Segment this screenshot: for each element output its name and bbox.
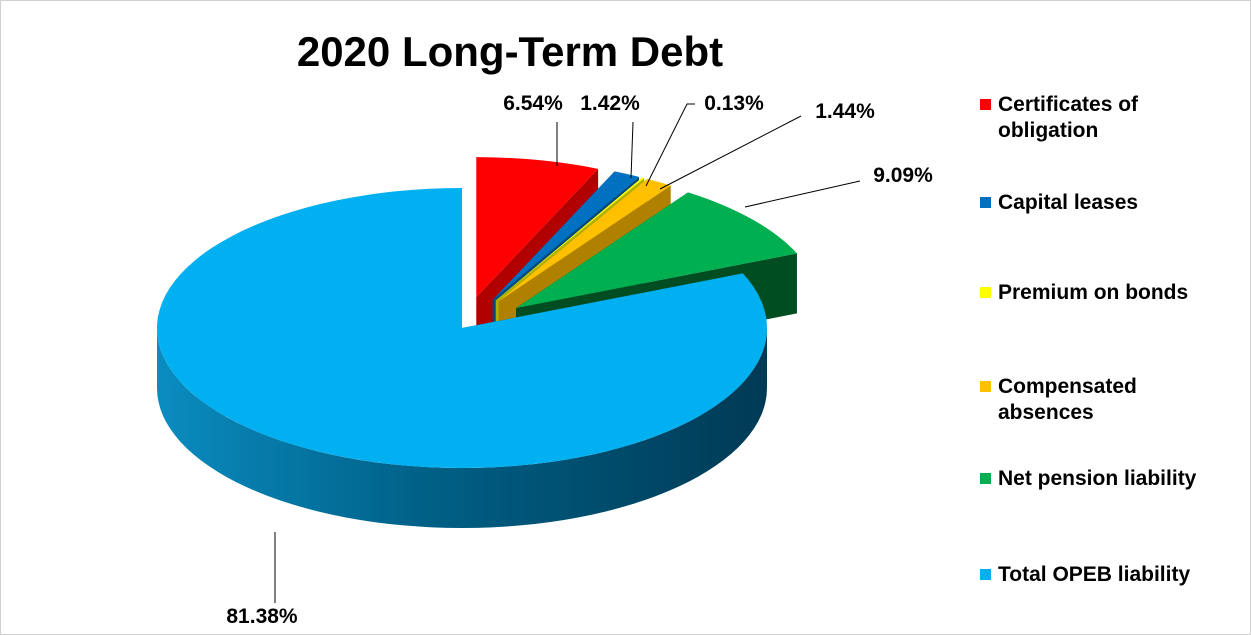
- pie-slice-compensated-absences: [498, 178, 671, 302]
- legend-swatch: [980, 197, 991, 208]
- data-label: 81.38%: [226, 605, 298, 628]
- legend-label: Total OPEB liability: [998, 563, 1191, 586]
- legend-item: Net pension liability: [980, 466, 1196, 492]
- leader-line: [659, 115, 802, 190]
- pie-slice-premium-on-bonds: [495, 177, 645, 301]
- data-label: 9.09%: [873, 164, 933, 187]
- legend-label: Compensated absences: [998, 375, 1137, 424]
- legend-item: Premium on bonds: [980, 280, 1188, 306]
- pie-slice-capital-leases: [492, 171, 640, 300]
- pie-slice-total-opeb-liability: [156, 188, 767, 469]
- legend-item: Total OPEB liability: [980, 562, 1190, 588]
- legend-label: Capital leases: [998, 191, 1139, 214]
- data-label: 0.13%: [704, 92, 764, 115]
- leader-line: [630, 121, 634, 179]
- data-label: 1.42%: [580, 92, 640, 115]
- data-label: 1.44%: [815, 100, 875, 123]
- legend-swatch: [980, 99, 991, 110]
- legend-swatch: [980, 473, 991, 484]
- legend-item: Capital leases: [980, 190, 1138, 216]
- legend-item: Certificates of obligation: [980, 92, 1168, 144]
- legend-item: Compensated absences: [980, 374, 1168, 426]
- leader-line: [744, 180, 861, 208]
- legend-swatch: [980, 381, 991, 392]
- legend-swatch: [980, 287, 991, 298]
- pie-slice-net-pension-liability: [516, 192, 797, 309]
- legend-label: Premium on bonds: [998, 281, 1189, 304]
- chart-title: 2020 Long-Term Debt: [296, 28, 724, 75]
- data-label: 6.54%: [503, 92, 563, 115]
- legend-swatch: [980, 569, 991, 580]
- pie-slice-certificates-of-obligation: [476, 157, 599, 298]
- pie-side-total-opeb-liability: [157, 328, 767, 528]
- pie-chart: 6.54% 1.42% 0.13% 1.44% 9.09% 81.38%: [156, 92, 933, 628]
- legend-label: Certificates of obligation: [998, 93, 1139, 142]
- leader-line: [645, 103, 695, 187]
- legend-label: Net pension liability: [998, 467, 1197, 490]
